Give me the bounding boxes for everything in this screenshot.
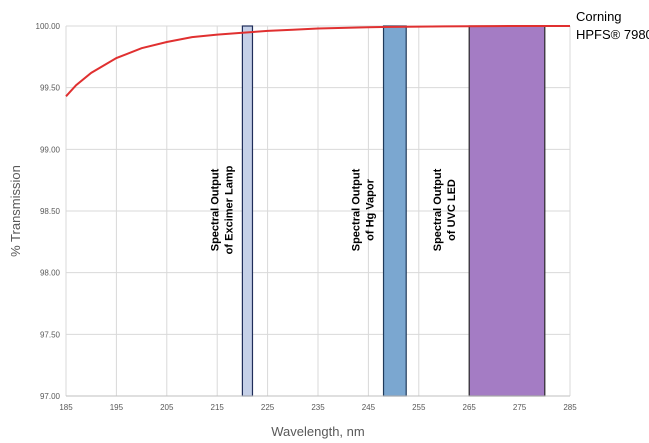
series-labels: Corning HPFS® 7980 <box>576 9 649 42</box>
x-tick-label: 195 <box>110 403 124 412</box>
y-tick-label: 99.00 <box>40 145 61 154</box>
band-label-line: of UVC LED <box>446 179 458 241</box>
x-tick-label: 215 <box>211 403 225 412</box>
y-tick-label: 99.50 <box>40 84 61 93</box>
x-axis-title: Wavelength, nm <box>271 424 364 439</box>
x-tick-label: 205 <box>160 403 174 412</box>
band-1 <box>382 25 407 397</box>
band-0 <box>241 25 254 397</box>
band-2 <box>468 25 546 397</box>
band-labels: Spectral Output of Excimer Lamp Spectral O… <box>209 165 458 254</box>
band-label-2: Spectral Output of UVC LED <box>432 168 458 251</box>
y-tick-label: 100.00 <box>36 22 61 31</box>
x-tick-label: 275 <box>513 403 527 412</box>
y-tick-label: 97.50 <box>40 330 61 339</box>
band-label-0: Spectral Output of Excimer Lamp <box>209 165 235 254</box>
series-lines <box>65 25 570 97</box>
y-tick-label: 98.00 <box>40 269 61 278</box>
tick-labels: 185 195 205 215 225 235 245 255 265 275 285 97.00 97… <box>36 22 578 412</box>
x-tick-label: 265 <box>463 403 477 412</box>
series-label-line: HPFS® 7980 <box>576 27 649 42</box>
band-label-line: Spectral Output <box>209 168 221 251</box>
x-tick-label: 225 <box>261 403 275 412</box>
band-label-1: Spectral Output of Hg Vapor <box>351 168 377 251</box>
band-label-line: of Hg Vapor <box>365 178 377 240</box>
band-label-line: Spectral Output <box>432 168 444 251</box>
y-tick-label: 97.00 <box>40 392 61 401</box>
x-tick-label: 235 <box>311 403 325 412</box>
x-tick-label: 285 <box>563 403 577 412</box>
y-tick-label: 98.50 <box>40 207 61 216</box>
series-label-line: Corning <box>576 9 622 24</box>
x-tick-label: 185 <box>59 403 73 412</box>
band-label-line: Spectral Output <box>351 168 363 251</box>
spectral-bands <box>241 25 546 397</box>
band-label-line: of Excimer Lamp <box>223 165 235 254</box>
y-axis-title: % Transmission <box>8 165 23 257</box>
series-line <box>65 25 570 97</box>
x-tick-label: 245 <box>362 403 376 412</box>
x-tick-label: 255 <box>412 403 426 412</box>
